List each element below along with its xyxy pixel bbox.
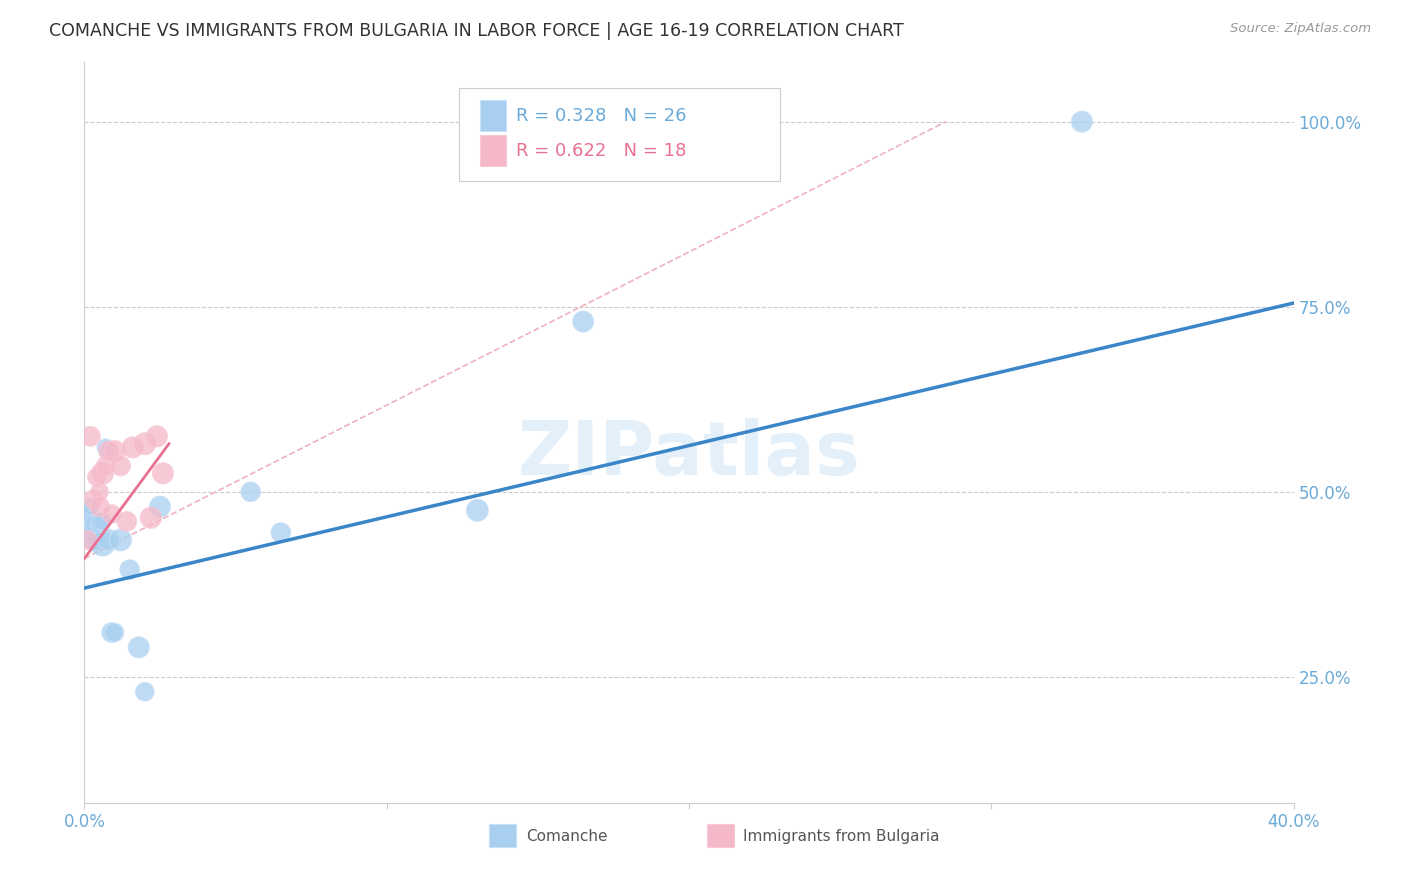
Point <box>128 640 150 655</box>
Point <box>94 458 117 473</box>
Point <box>91 467 114 481</box>
Point <box>110 533 132 547</box>
Point <box>89 518 111 533</box>
Point <box>134 436 156 450</box>
Point <box>149 500 172 514</box>
Point <box>100 625 122 640</box>
Text: Source: ZipAtlas.com: Source: ZipAtlas.com <box>1230 22 1371 36</box>
Point <box>76 507 98 521</box>
Point <box>76 518 98 533</box>
Point <box>118 563 141 577</box>
Point <box>1071 114 1094 128</box>
Point <box>79 500 101 514</box>
Text: Immigrants from Bulgaria: Immigrants from Bulgaria <box>744 829 939 844</box>
Text: COMANCHE VS IMMIGRANTS FROM BULGARIA IN LABOR FORCE | AGE 16-19 CORRELATION CHAR: COMANCHE VS IMMIGRANTS FROM BULGARIA IN … <box>49 22 904 40</box>
Point <box>134 685 156 699</box>
Point <box>82 518 104 533</box>
Text: R = 0.622   N = 18: R = 0.622 N = 18 <box>516 142 686 160</box>
FancyBboxPatch shape <box>460 88 780 181</box>
Bar <box>479 100 506 131</box>
Point <box>121 441 143 455</box>
Point <box>104 625 127 640</box>
Point <box>146 429 169 443</box>
Point <box>82 492 104 507</box>
Point <box>76 533 98 547</box>
Point <box>152 467 174 481</box>
Point <box>239 484 262 499</box>
Point <box>115 515 138 529</box>
Point <box>139 510 162 524</box>
Text: R = 0.328   N = 26: R = 0.328 N = 26 <box>516 107 686 125</box>
Bar <box>479 135 506 166</box>
Point <box>89 484 111 499</box>
Point <box>104 444 127 458</box>
Point <box>79 533 101 547</box>
Text: ZIPatlas: ZIPatlas <box>517 418 860 491</box>
Point <box>110 458 132 473</box>
Point <box>89 515 111 529</box>
Point <box>89 500 111 514</box>
Point <box>97 533 120 547</box>
Point <box>79 429 101 443</box>
Point <box>86 470 108 484</box>
Point <box>91 536 114 550</box>
Point <box>91 515 114 529</box>
Text: Comanche: Comanche <box>526 829 607 844</box>
Point <box>100 507 122 521</box>
Point <box>467 503 489 517</box>
Point <box>572 314 595 328</box>
Bar <box>707 823 734 847</box>
Point <box>97 444 120 458</box>
Point <box>82 533 104 547</box>
Point <box>86 533 108 547</box>
Point <box>270 525 292 540</box>
Bar <box>489 823 516 847</box>
Point <box>94 441 117 455</box>
